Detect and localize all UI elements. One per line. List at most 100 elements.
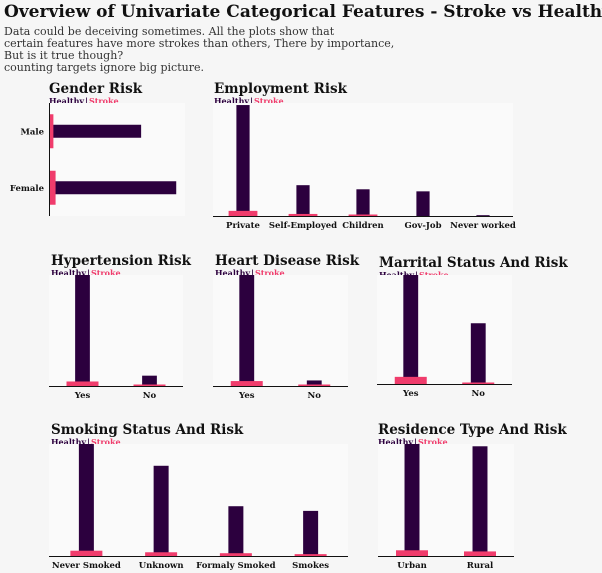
bar-stroke-rural <box>464 551 496 556</box>
bar-healthy-never-worked <box>476 215 490 216</box>
legend-stroke: Stroke <box>90 268 121 278</box>
bar-stroke-urban <box>396 550 428 556</box>
tick-label-yes: Yes <box>74 391 91 401</box>
heart-legend: Healthy|Stroke <box>215 268 285 278</box>
legend-separator: | <box>87 268 90 278</box>
legend-separator: | <box>87 437 90 447</box>
bar-stroke-no <box>462 382 495 384</box>
main-title: Overview of Univariate Categorical Featu… <box>4 2 602 22</box>
bar-stroke-yes <box>394 376 427 384</box>
tick-label-unknown: Unknown <box>139 561 184 571</box>
bar-stroke-no <box>133 384 166 386</box>
employment-chart: Private Self-Employed Children Gov-Job Never… <box>213 103 516 231</box>
bar-stroke-female <box>49 170 56 205</box>
bar-stroke-yes <box>230 381 263 386</box>
tick-label-no: No <box>308 391 322 401</box>
bar-healthy-urban <box>404 444 420 556</box>
bar-healthy-private <box>236 105 250 216</box>
tick-label-gov-job: Gov-Job <box>404 221 441 231</box>
plot-area <box>49 103 185 216</box>
tick-label-no: No <box>472 389 486 399</box>
tick-label-smokes: Smokes <box>292 561 329 571</box>
plot-area <box>213 275 348 386</box>
heart-chart: Yes No <box>213 275 348 401</box>
legend-healthy: Healthy <box>215 268 251 278</box>
gender-chart: Male Female <box>10 103 185 216</box>
tick-label-no: No <box>143 391 157 401</box>
legend-healthy: Healthy <box>49 96 85 106</box>
tick-label-female: Female <box>10 184 45 194</box>
married-title: Marrital Status And Risk <box>379 255 568 271</box>
hypertension-title: Hypertension Risk <box>51 253 191 269</box>
married-chart: Yes No <box>377 275 512 399</box>
bar-healthy-gov-job <box>416 191 430 216</box>
plot-area <box>378 444 514 556</box>
residence-legend: Healthy|Stroke <box>378 437 448 447</box>
bar-stroke-never-smoked <box>70 550 103 556</box>
legend-healthy: Healthy <box>214 96 250 106</box>
gender-title: Gender Risk <box>49 81 143 97</box>
bar-healthy-never-smoked <box>78 444 94 556</box>
bar-stroke-children <box>348 214 378 216</box>
hypertension-legend: Healthy|Stroke <box>51 268 121 278</box>
bar-healthy-self-employed <box>296 185 310 216</box>
tick-label-self-employed: Self-Employed <box>269 221 337 231</box>
legend-healthy: Healthy <box>378 437 414 447</box>
tick-label-formaly-smoked: Formaly Smoked <box>196 561 275 571</box>
legend-stroke: Stroke <box>253 96 284 106</box>
bar-stroke-formaly-smoked <box>219 553 252 556</box>
bar-stroke-self-employed <box>288 213 318 216</box>
bar-healthy-no <box>470 323 486 384</box>
bar-healthy-male <box>53 124 142 138</box>
plot-area <box>49 444 348 556</box>
tick-label-rural: Rural <box>467 561 494 571</box>
bar-healthy-no <box>142 375 157 386</box>
legend-separator: | <box>251 268 254 278</box>
bar-healthy-no <box>306 380 322 386</box>
bar-stroke-yes <box>66 381 99 386</box>
tick-label-yes: Yes <box>402 389 419 399</box>
tick-label-yes: Yes <box>238 391 255 401</box>
subtitle: Data could be deceiving sometimes. All t… <box>4 25 395 74</box>
smoking-legend: Healthy|Stroke <box>51 437 121 447</box>
legend-stroke: Stroke <box>254 268 285 278</box>
bar-healthy-formaly-smoked <box>228 506 244 556</box>
legend-separator: | <box>414 437 417 447</box>
bar-healthy-unknown <box>153 465 169 556</box>
bar-healthy-yes <box>239 275 255 386</box>
legend-separator: | <box>250 96 253 106</box>
legend-stroke: Stroke <box>90 437 121 447</box>
bar-stroke-smokes <box>294 554 327 556</box>
hypertension-chart: Yes No <box>49 275 183 401</box>
legend-separator: | <box>85 96 88 106</box>
legend-healthy: Healthy <box>51 268 87 278</box>
bar-healthy-children <box>356 189 370 216</box>
tick-label-urban: Urban <box>397 561 427 571</box>
bar-healthy-female <box>53 181 177 195</box>
tick-label-never-smoked: Never Smoked <box>52 561 121 571</box>
tick-label-children: Children <box>342 221 383 231</box>
bar-stroke-unknown <box>145 552 178 556</box>
employment-legend: Healthy|Stroke <box>214 96 284 106</box>
bar-stroke-private <box>228 210 258 216</box>
legend-healthy: Healthy <box>51 437 87 447</box>
legend-stroke: Stroke <box>88 96 119 106</box>
residence-title: Residence Type And Risk <box>378 422 567 438</box>
bar-stroke-male <box>49 114 54 149</box>
gender-legend: Healthy|Stroke <box>49 96 119 106</box>
bar-stroke-no <box>298 384 331 386</box>
tick-label-private: Private <box>226 221 260 231</box>
tick-label-male: Male <box>20 127 44 137</box>
residence-chart: Urban Rural <box>378 444 514 571</box>
bar-healthy-yes <box>403 275 419 384</box>
heart-title: Heart Disease Risk <box>215 253 360 269</box>
employment-title: Employment Risk <box>214 81 347 97</box>
bar-healthy-rural <box>472 446 488 556</box>
plot-area <box>49 275 183 386</box>
smoking-chart: Never Smoked Unknown Formaly Smoked Smokes <box>49 444 348 571</box>
bar-healthy-smokes <box>303 510 319 556</box>
bar-healthy-yes <box>75 275 90 386</box>
legend-stroke: Stroke <box>417 437 448 447</box>
tick-label-never-worked: Never worked <box>450 221 516 231</box>
smoking-title: Smoking Status And Risk <box>51 422 244 438</box>
